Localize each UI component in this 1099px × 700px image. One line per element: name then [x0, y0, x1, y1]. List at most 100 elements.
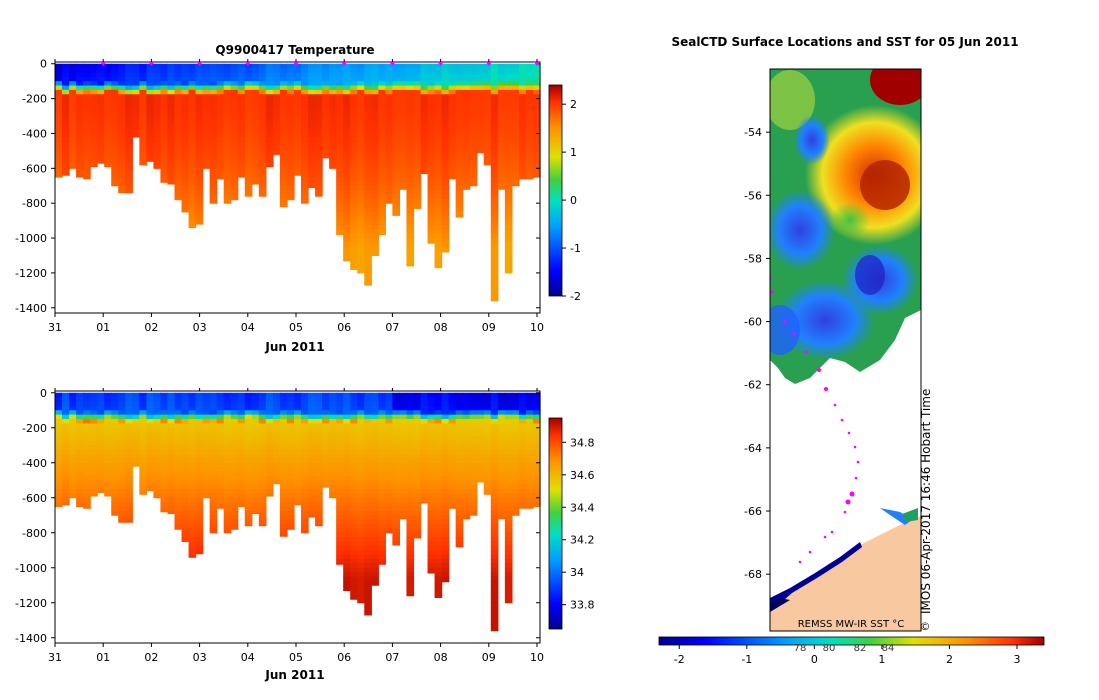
profile-cell — [385, 445, 393, 451]
profile-cell — [357, 163, 365, 169]
profile-cell — [223, 63, 232, 69]
profile-cell — [476, 111, 485, 117]
profile-cell — [399, 405, 408, 411]
profile-cell — [160, 427, 169, 433]
profile-cell — [272, 405, 281, 411]
profile-cell — [343, 497, 351, 503]
profile-cell — [55, 405, 63, 411]
profile-cell — [490, 107, 499, 113]
profile-cell — [202, 159, 211, 165]
profile-cell — [216, 133, 225, 139]
profile-cell — [497, 410, 506, 416]
profile-cell — [497, 102, 506, 108]
profile-cell — [392, 194, 401, 200]
profile-cell — [223, 427, 232, 433]
profile-cell — [97, 414, 105, 420]
profile-cell — [293, 107, 302, 113]
profile-cell — [279, 432, 288, 438]
profile-cell — [244, 401, 253, 407]
profile-cell — [448, 397, 457, 403]
profile-cell — [399, 502, 408, 508]
profile-cell — [118, 449, 126, 455]
profile-cell — [286, 423, 295, 429]
profile-cell — [406, 85, 415, 91]
profile-cell — [237, 410, 246, 416]
profile-cell — [160, 94, 169, 100]
profile-cell — [153, 484, 162, 490]
profile-cell — [350, 181, 358, 187]
profile-cell — [406, 515, 415, 521]
profile-cell — [237, 445, 246, 451]
profile-cell — [504, 68, 513, 73]
profile-cell — [188, 190, 197, 195]
profile-cell — [315, 392, 323, 398]
profile-cell — [132, 98, 140, 104]
profile-cell — [125, 120, 133, 126]
profile-cell — [237, 502, 246, 508]
profile-cell — [518, 107, 527, 113]
profile-cell — [434, 142, 443, 148]
profile-cell — [76, 454, 84, 459]
profile-cell — [153, 410, 162, 416]
profile-cell — [371, 98, 379, 104]
profile-cell — [357, 554, 365, 560]
profile-cell — [434, 120, 443, 126]
profile-cell — [118, 111, 126, 117]
profile-cell — [308, 449, 316, 455]
profile-cell — [209, 397, 218, 403]
profile-cell — [118, 76, 126, 82]
profile-cell — [244, 410, 253, 416]
profile-cell — [378, 233, 386, 236]
profile-cell — [350, 220, 358, 226]
profile-cell — [427, 537, 436, 543]
profile-cell — [195, 427, 204, 433]
profile-cell — [230, 480, 239, 486]
profile-cell — [265, 81, 274, 87]
profile-cell — [195, 497, 204, 503]
profile-cell — [490, 602, 499, 608]
profile-cell — [343, 68, 351, 73]
profile-cell — [441, 89, 450, 95]
profile-cell — [315, 427, 323, 433]
profile-cell — [90, 107, 98, 113]
profile-cell — [532, 484, 541, 490]
profile-cell — [188, 510, 197, 516]
profile-cell — [286, 493, 295, 499]
profile-cell — [448, 427, 457, 433]
profile-cell — [125, 107, 133, 113]
profile-cell — [336, 493, 344, 499]
profile-cell — [83, 163, 91, 169]
profile-cell — [504, 94, 513, 100]
profile-cell — [504, 76, 513, 82]
profile-cell — [343, 172, 351, 178]
profile-cell — [160, 392, 169, 398]
profile-cell — [55, 94, 63, 100]
profile-cell — [174, 137, 183, 143]
profile-cell — [364, 268, 372, 274]
profile-cell — [216, 480, 225, 486]
profile-cell — [357, 484, 365, 490]
profile-cell — [399, 120, 408, 126]
profile-cell — [483, 129, 492, 134]
profile-cell — [230, 454, 239, 459]
profile-cell — [462, 81, 471, 87]
profile-cell — [350, 445, 358, 451]
profile-cell — [392, 419, 401, 424]
profile-cell — [448, 177, 457, 180]
profile-cell — [532, 133, 541, 139]
profile-cell — [511, 423, 520, 429]
profile-cell — [392, 207, 401, 213]
profile-cell — [258, 107, 267, 113]
profile-cell — [111, 137, 119, 143]
profile-cell — [195, 146, 204, 152]
profile-cell — [258, 423, 267, 429]
profile-cell — [272, 419, 281, 424]
profile-cell — [413, 414, 422, 420]
profile-cell — [181, 471, 190, 477]
profile-cell — [62, 445, 70, 451]
profile-cell — [244, 63, 253, 69]
profile-cell — [230, 168, 239, 174]
profile-cell — [195, 168, 204, 174]
profile-cell — [378, 519, 386, 525]
profile-cell — [406, 480, 415, 486]
